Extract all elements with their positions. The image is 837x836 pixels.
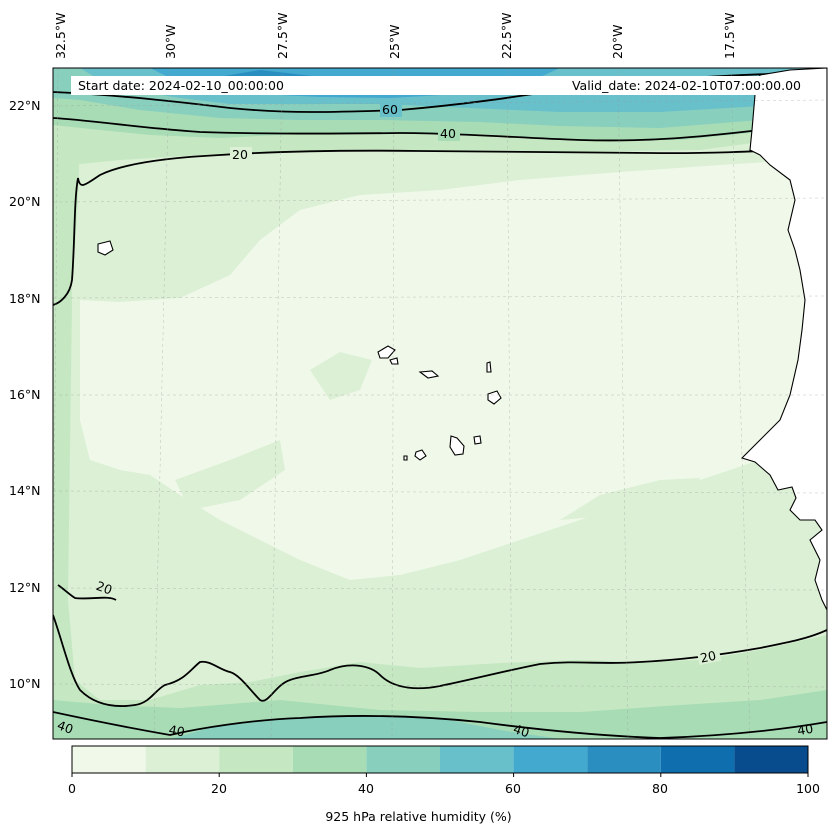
colorbar-tick-20: 20	[211, 781, 227, 796]
colorbar-tick-60: 60	[505, 781, 521, 796]
lon-label-32-5w: 32.5°W	[53, 12, 68, 59]
island-boa-vista	[487, 390, 502, 405]
island-fogo	[414, 449, 427, 461]
colorbar-border	[71, 745, 809, 774]
lon-label-22-5w: 22.5°W	[499, 12, 514, 59]
contour-20-west-blob	[57, 584, 117, 601]
colorbar-segment	[734, 746, 808, 773]
colorbar-tick-0: 0	[68, 781, 76, 796]
island-sal	[486, 361, 492, 373]
gridlines	[53, 68, 827, 739]
lat-label-12n: 12°N	[9, 580, 41, 595]
cape-verde-islands	[97, 240, 502, 461]
lat-label-14n: 14°N	[9, 483, 41, 498]
contour-20-south	[53, 614, 827, 707]
coastline-africa	[740, 68, 827, 611]
rh-band-40-50-south	[170, 716, 560, 739]
rh-tongue-east	[560, 478, 700, 520]
contour-label-40-north: 40	[440, 126, 456, 141]
lat-label-10n: 10°N	[9, 676, 41, 691]
island-brava	[403, 455, 408, 461]
colorbar-tick-100: 100	[796, 781, 820, 796]
colorbar-segment	[219, 746, 293, 773]
contour-label-20-south: 20	[699, 648, 718, 666]
lat-label-20n: 20°N	[9, 194, 41, 209]
date-banner: Start date: 2024-02-10_00:00:00 Valid_da…	[71, 76, 808, 95]
lon-label-27-5w: 27.5°W	[275, 12, 290, 59]
colorbar-segment	[513, 746, 588, 773]
lat-label-18n: 18°N	[9, 291, 41, 306]
lon-label-25w: 25°W	[387, 24, 402, 59]
island-sao-vicente	[389, 357, 399, 365]
contour-label-40-s: 40	[168, 722, 186, 740]
colorbar-segment	[145, 746, 220, 773]
colorbar-segment	[292, 746, 367, 773]
lon-label-30w: 30°W	[163, 24, 178, 59]
contour-label-60: 60	[382, 102, 398, 117]
island-santiago	[449, 435, 465, 456]
island-santo-antao	[377, 345, 396, 359]
colorbar-segment	[587, 746, 661, 773]
valid-date-label: Valid_date: 2024-02-10T07:00:00.00	[571, 78, 801, 93]
contour-label-40-sw: 40	[55, 717, 75, 737]
contour-label-20-north: 20	[232, 147, 248, 162]
map-frame	[52, 67, 828, 740]
contour-label-20-west: 20	[94, 578, 114, 598]
island-west-blob	[97, 240, 114, 256]
island-sao-nicolau	[418, 370, 440, 379]
contour-label-40-se: 40	[511, 721, 531, 740]
colorbar-segment	[440, 746, 514, 773]
lat-label-16n: 16°N	[9, 387, 41, 402]
colorbar-label: 925 hPa relative humidity (%)	[325, 809, 512, 824]
colorbar	[71, 745, 809, 777]
lon-label-20w: 20°W	[610, 24, 625, 59]
lat-label-22n: 22°N	[9, 98, 41, 113]
contour-40-south	[53, 711, 827, 739]
colorbar-segment	[660, 746, 735, 773]
island-maio	[473, 435, 482, 445]
colorbar-segment	[72, 746, 146, 773]
lon-label-17-5w: 17.5°W	[722, 12, 737, 59]
colorbar-tick-80: 80	[652, 781, 668, 796]
start-date-label: Start date: 2024-02-10_00:00:00	[78, 78, 284, 93]
colorbar-tick-40: 40	[358, 781, 374, 796]
rh-tongue-west	[175, 440, 285, 510]
contour-label-40-e: 40	[796, 721, 814, 739]
rh-tongue-center	[310, 352, 372, 400]
colorbar-segment	[366, 746, 440, 773]
contour-label-group: 60 40 20 20 20 40 40 40 40	[55, 102, 814, 740]
